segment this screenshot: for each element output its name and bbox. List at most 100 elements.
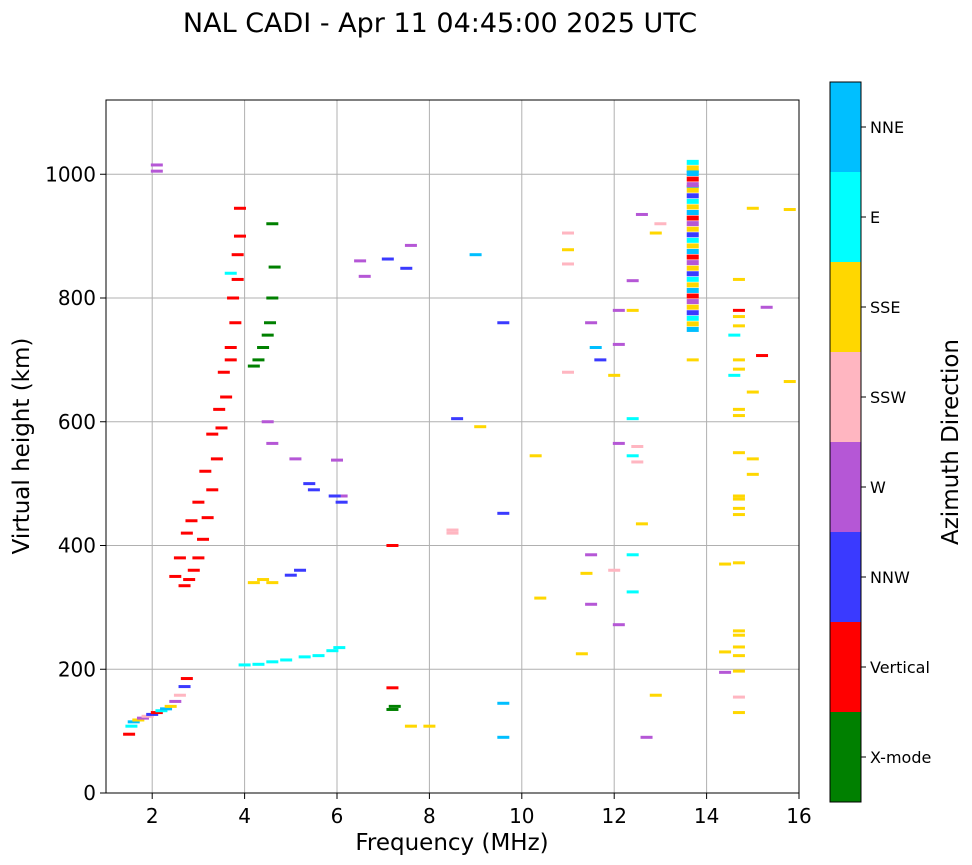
echo-mark [732, 561, 745, 565]
echo-marks [123, 159, 796, 739]
echo-mark [197, 537, 210, 541]
echo-column-mark [686, 232, 699, 238]
echo-column-mark [686, 304, 699, 310]
echo-mark [732, 277, 745, 281]
echo-column-mark [686, 171, 699, 177]
echo-mark [626, 417, 639, 421]
echo-mark [732, 414, 745, 418]
echo-mark [686, 358, 699, 362]
echo-mark [224, 346, 237, 349]
echo-mark [732, 324, 745, 328]
echo-mark [612, 623, 625, 627]
colorbar-tick-label: NNE [870, 118, 904, 137]
echo-mark [206, 432, 219, 436]
colorbar-segment [830, 442, 861, 532]
echo-mark [266, 660, 279, 664]
echo-mark [585, 553, 598, 557]
x-tick-label: 8 [423, 804, 436, 828]
x-tick-label: 6 [331, 804, 344, 828]
echo-mark [187, 568, 200, 572]
colorbar-tick-label: X-mode [870, 748, 931, 767]
echo-column-mark [686, 176, 699, 182]
echo-mark [173, 556, 186, 560]
echo-mark [312, 654, 325, 658]
echo-mark [150, 169, 163, 173]
echo-mark [732, 654, 745, 658]
echo-mark [328, 494, 341, 498]
echo-mark [732, 367, 745, 371]
echo-mark [173, 693, 186, 697]
x-tick-label: 4 [238, 804, 251, 828]
colorbar-frame [829, 81, 862, 803]
echo-mark [497, 321, 510, 325]
echo-mark [732, 669, 745, 673]
echo-mark [404, 724, 417, 728]
colorbar: X-mode Vertical NNW W SSW SSE E NNE [829, 81, 931, 803]
echo-column-mark [686, 215, 699, 221]
echo-mark [268, 265, 281, 269]
echo-mark [289, 457, 302, 461]
echo-mark [233, 234, 246, 238]
echo-mark [732, 711, 745, 715]
colorbar-segment [830, 82, 861, 172]
echo-mark [261, 420, 274, 424]
x-axis-ticks: 2 4 6 8 10 12 14 16 [146, 793, 812, 828]
echo-mark [631, 445, 644, 448]
echo-column-mark [686, 310, 699, 316]
echo-mark [185, 519, 198, 523]
echo-mark [654, 222, 667, 226]
plot-area [106, 100, 799, 793]
echo-mark [266, 581, 279, 585]
colorbar-tick-label: SSE [870, 298, 900, 317]
grid-lines [106, 100, 800, 794]
y-tick-label: 1000 [45, 162, 96, 186]
x-axis-label: Frequency (MHz) [355, 830, 548, 856]
echo-mark [183, 578, 196, 582]
echo-mark [497, 735, 510, 739]
echo-column-mark [686, 165, 699, 171]
echo-column-mark [686, 282, 699, 288]
echo-mark [626, 454, 639, 458]
echo-mark [264, 321, 277, 325]
echo-mark [266, 222, 279, 226]
echo-mark [123, 732, 136, 736]
echo-mark [125, 724, 138, 728]
echo-mark [732, 494, 745, 498]
y-tick-label: 600 [58, 410, 96, 434]
echo-mark [732, 315, 745, 319]
echo-mark [386, 686, 399, 690]
echo-mark [160, 707, 173, 711]
echo-mark [381, 257, 394, 261]
echo-column-mark [686, 271, 699, 277]
echo-mark [423, 724, 436, 728]
echo-mark [589, 346, 602, 349]
echo-column-mark [686, 159, 699, 165]
echo-column-mark [686, 326, 699, 332]
y-axis-ticks: 0 200 400 600 800 1000 [45, 162, 106, 805]
colorbar-tick-label: SSW [870, 388, 906, 407]
echo-mark [217, 370, 230, 374]
colorbar-segment [830, 712, 861, 802]
echo-mark [631, 460, 644, 464]
echo-mark [388, 704, 401, 708]
echo-column-mark [686, 293, 699, 299]
echo-mark [247, 581, 260, 585]
echo-mark [612, 342, 625, 346]
echo-mark [354, 259, 367, 263]
echo-column-mark [686, 276, 699, 282]
echo-mark [626, 553, 639, 557]
echo-mark [783, 208, 796, 212]
echo-column-mark [686, 226, 699, 232]
echo-column-mark [686, 209, 699, 215]
echo-mark [127, 720, 140, 724]
echo-mark [746, 472, 759, 476]
echo-mark [213, 407, 226, 411]
echo-mark [732, 308, 745, 312]
echo-mark [180, 531, 193, 535]
echo-mark [386, 707, 399, 711]
echo-mark [180, 677, 193, 681]
colorbar-tick-label: W [870, 478, 886, 497]
echo-mark [178, 685, 191, 689]
echo-column-mark [686, 198, 699, 204]
echo-mark [335, 500, 348, 504]
